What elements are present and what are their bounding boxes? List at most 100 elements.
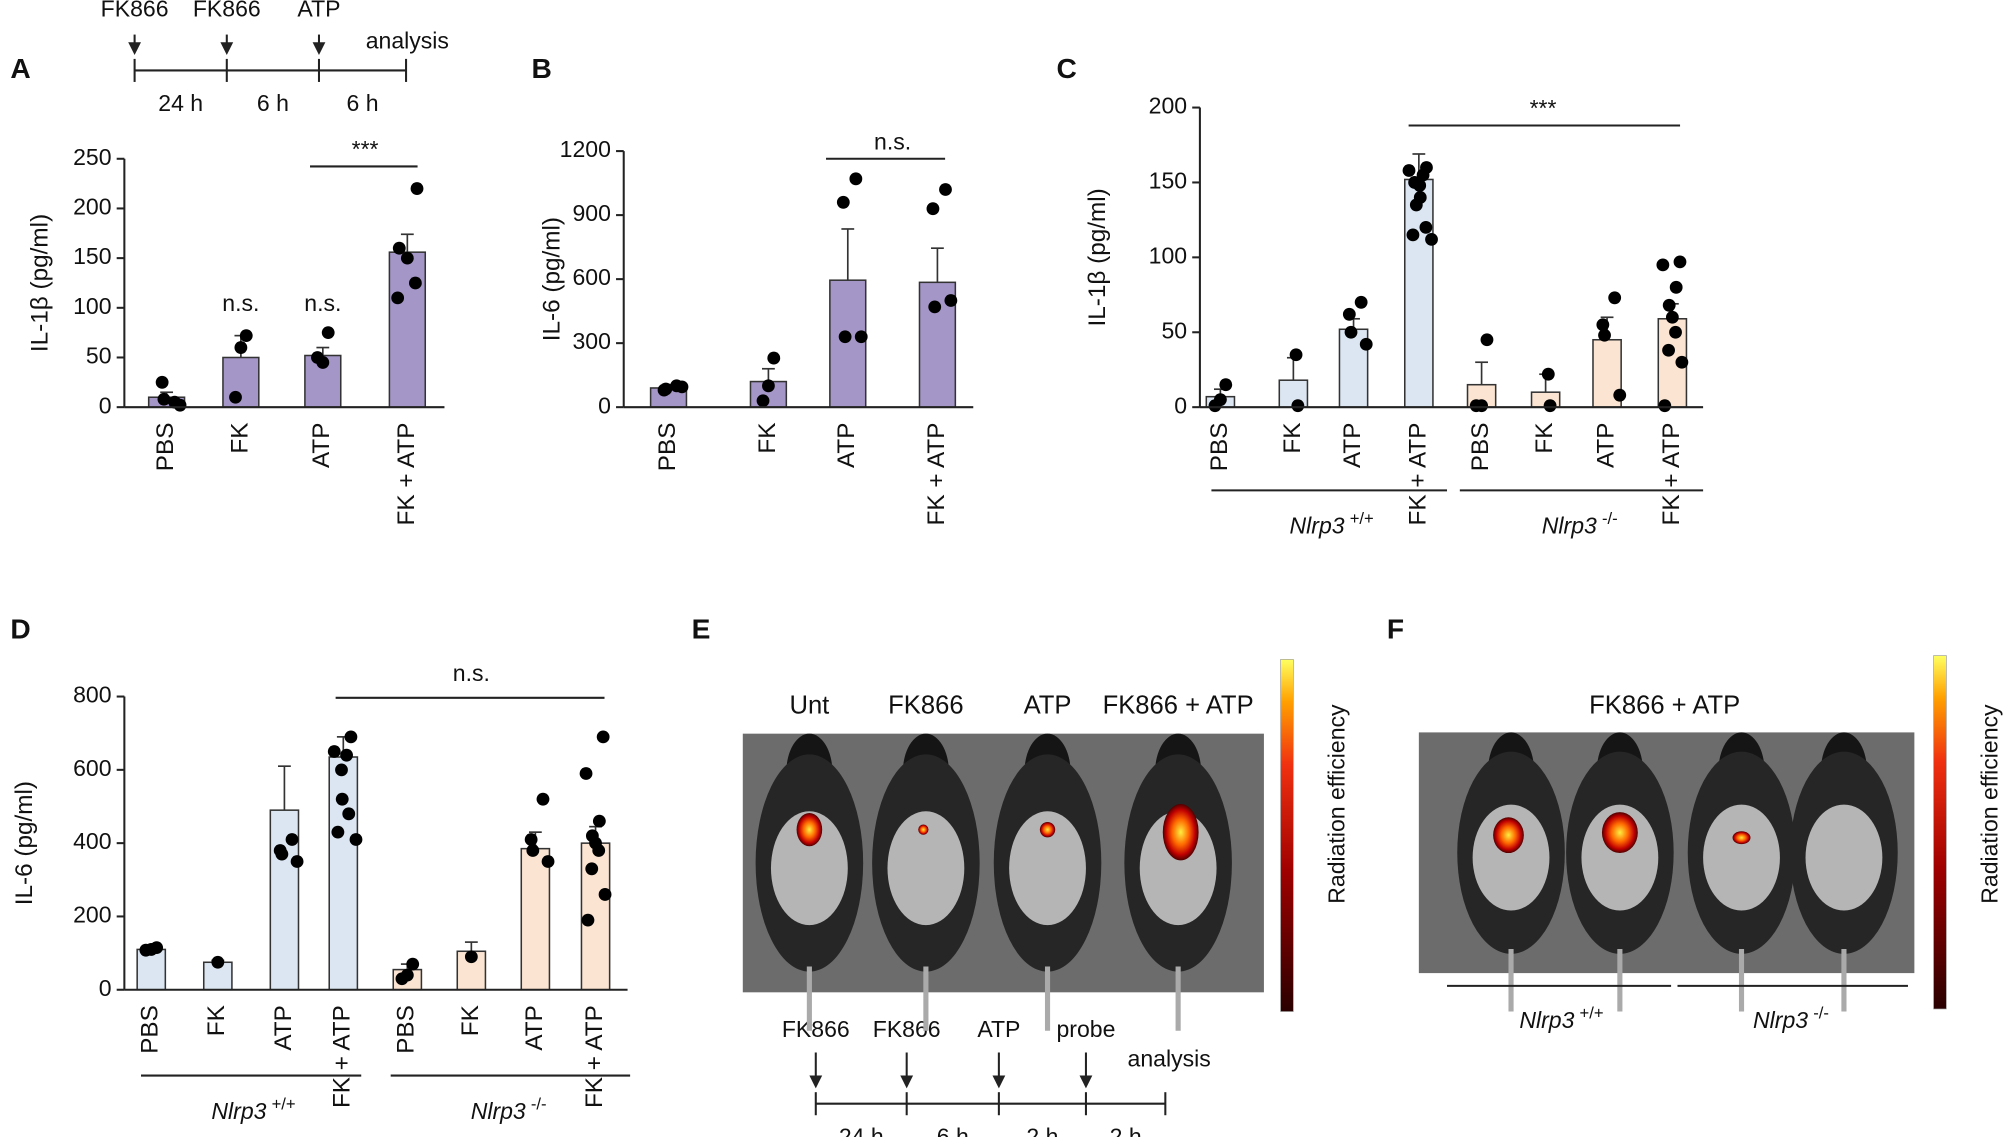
group-genotype: +/+: [272, 1094, 296, 1113]
x-tick-label: FK: [203, 1005, 230, 1036]
mouse-belly: [770, 811, 848, 926]
x-tick-label: FK + ATP: [923, 423, 950, 526]
data-point: [392, 241, 406, 255]
x-tick-label: FK: [226, 423, 253, 454]
data-point: [1208, 399, 1222, 413]
data-point: [1480, 333, 1494, 347]
colorbar-label: Radiation efficiency: [1323, 704, 1349, 904]
data-point: [311, 351, 324, 364]
x-tick-label: PBS: [654, 423, 681, 472]
data-point: [1608, 291, 1622, 305]
data-point: [400, 251, 414, 265]
mouse-belly: [887, 811, 965, 926]
data-point: [1406, 228, 1420, 242]
colorbar: [1933, 655, 1947, 1010]
data-point: [541, 855, 555, 868]
x-tick-label: ATP: [1339, 423, 1366, 468]
y-tick-label: 100: [1149, 242, 1187, 268]
y-tick-label: 200: [1149, 93, 1187, 119]
data-point: [1219, 378, 1233, 392]
data-point: [1342, 307, 1356, 321]
y-axis-label: IL-6 (pg/ml): [11, 781, 38, 905]
y-tick-label: 0: [99, 975, 112, 1001]
arrow-head: [992, 1075, 1006, 1089]
data-point: [1413, 179, 1427, 192]
data-point: [1543, 399, 1557, 413]
timeline-event: probe: [1056, 1016, 1115, 1042]
data-point: [1658, 399, 1672, 413]
x-tick-label: FK + ATP: [1658, 423, 1685, 526]
mouse-belly: [1581, 804, 1659, 911]
group-genotype: -/-: [1813, 1003, 1829, 1022]
data-point: [344, 730, 358, 744]
timeline-interval: 24 h: [158, 90, 203, 116]
panel-label: E: [692, 614, 711, 645]
data-point: [1596, 318, 1610, 332]
data-point: [406, 957, 420, 971]
data-point: [410, 182, 424, 195]
group-label: Nlrp3: [1542, 513, 1597, 539]
data-point: [229, 390, 242, 404]
y-tick-label: 0: [598, 392, 611, 418]
annotation: n.s.: [453, 660, 490, 686]
data-point: [408, 276, 422, 290]
x-tick-label: FK: [1279, 423, 1306, 454]
data-point: [1416, 168, 1430, 182]
data-point: [659, 382, 673, 396]
x-tick-label: ATP: [270, 1005, 297, 1050]
mouse-belly: [1009, 811, 1086, 926]
column-label: FK866 + ATP: [1103, 692, 1254, 720]
data-point: [1673, 255, 1687, 269]
bar: [136, 948, 167, 991]
group-label: Nlrp3: [471, 1098, 526, 1124]
signal: [918, 824, 929, 835]
timeline-interval: 2 h: [1110, 1123, 1142, 1137]
data-point: [1598, 328, 1611, 342]
x-tick-label: PBS: [1206, 423, 1233, 472]
y-axis-label: IL-6 (pg/ml): [539, 217, 566, 341]
data-point: [524, 833, 538, 846]
panel-label: C: [1056, 53, 1076, 84]
data-point: [579, 767, 593, 780]
data-point: [838, 330, 852, 344]
data-point: [1344, 325, 1358, 339]
data-point: [1402, 164, 1416, 177]
y-tick-label: 400: [73, 828, 111, 854]
mouse-belly: [1805, 804, 1883, 911]
mouse-belly: [1472, 804, 1550, 911]
signal: [1039, 821, 1056, 838]
column-label: Unt: [789, 692, 829, 720]
data-point: [592, 814, 606, 828]
data-point: [1669, 325, 1682, 339]
data-point: [526, 844, 540, 857]
data-point: [327, 745, 341, 758]
data-point: [335, 763, 348, 777]
y-axis-label: IL-1β (pg/ml): [1084, 188, 1111, 326]
x-tick-label: ATP: [308, 423, 335, 468]
arrow-head: [312, 42, 326, 56]
y-tick-label: 200: [73, 194, 111, 220]
timeline-interval: 24 h: [839, 1123, 884, 1137]
data-point: [285, 833, 299, 846]
data-point: [157, 392, 171, 406]
timeline-event: ATP: [977, 1016, 1020, 1042]
data-point: [155, 375, 169, 389]
data-point: [1359, 337, 1373, 351]
timeline-event: FK866: [782, 1016, 850, 1042]
bar: [1403, 178, 1434, 408]
arrow-head: [900, 1075, 914, 1089]
x-tick-label: PBS: [1467, 423, 1494, 472]
timeline-event: FK866: [193, 0, 261, 21]
data-point: [598, 888, 612, 901]
mouse-belly: [1703, 804, 1780, 911]
group-label: Nlrp3: [1753, 1007, 1808, 1033]
timeline-interval: 6 h: [347, 90, 379, 116]
data-point: [275, 847, 289, 861]
data-point: [1469, 399, 1483, 413]
data-point: [239, 329, 253, 343]
annotation: ***: [1530, 95, 1557, 121]
data-point: [849, 172, 863, 186]
data-point: [928, 300, 942, 314]
data-point: [335, 792, 349, 806]
